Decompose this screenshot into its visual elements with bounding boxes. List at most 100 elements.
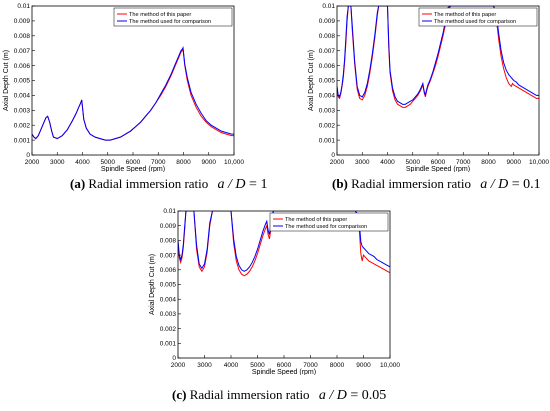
- chart-b-svg: 2000 3000 4000 5000 6000 7000 8000 9000 10,000 0 0…: [308, 3, 549, 173]
- y-tick-label-a-3: 0.003: [14, 108, 31, 115]
- x-tick-label-c-3: 5000: [250, 362, 265, 369]
- caption-c-text: Radial immersion ratio: [189, 387, 310, 402]
- x-axis-label-a: Spindle Speed (rpm): [101, 166, 165, 172]
- y-tick-label-b-8: 0.008: [319, 33, 336, 40]
- y-tick-label-b-7: 0.007: [319, 48, 336, 55]
- legend-label-b-1: The method of this paper: [434, 12, 496, 18]
- y-tick-label-a-10: 0.01: [17, 3, 30, 10]
- caption-a-text: Radial immersion ratio: [88, 176, 209, 191]
- y-tick-label-c-1: 0.001: [160, 341, 177, 348]
- series-line-a-1: [32, 47, 234, 141]
- legend-label-c-2: The method used for comparison: [285, 224, 367, 230]
- plot-frame-b: [336, 5, 540, 156]
- x-tick-label-a-0: 2000: [25, 159, 40, 166]
- caption-b-formula-rhs: = 0.1: [511, 177, 541, 192]
- y-tick-label-a-8: 0.008: [14, 33, 31, 40]
- x-tick-label-b-5: 7000: [456, 159, 471, 166]
- x-tick-label-c-0: 2000: [171, 362, 186, 369]
- legend-box-b: [418, 7, 538, 27]
- caption-b-formula-lhs: a / D: [480, 177, 509, 192]
- y-tick-label-a-7: 0.007: [14, 48, 31, 55]
- legend-box-c: [269, 212, 389, 232]
- legend-label-a-2: The method used for comparison: [129, 19, 211, 25]
- x-tick-label-c-6: 8000: [330, 362, 345, 369]
- y-tick-label-c-2: 0.002: [160, 326, 177, 333]
- plot-frame-c: [177, 210, 391, 359]
- y-tick-label-c-6: 0.006: [160, 267, 177, 274]
- legend-box-a: [113, 7, 233, 27]
- x-tick-label-b-7: 9000: [507, 159, 522, 166]
- y-tick-label-a-6: 0.006: [14, 63, 31, 70]
- y-tick-label-b-1: 0.001: [319, 137, 336, 144]
- y-axis-label-b: Axial Depth Cut (m): [308, 50, 315, 111]
- caption-a-formula-rhs: = 1: [249, 177, 268, 192]
- y-tick-label-a-9: 0.009: [14, 18, 31, 25]
- chart-panel-c: 2000 3000 4000 5000 6000 7000 8000 9000 10,000 0 0…: [140, 205, 410, 376]
- y-axis-label-c: Axial Depth Cut (m): [149, 254, 156, 315]
- legend-label-b-2: The method used for comparison: [434, 19, 516, 25]
- caption-a-formula-lhs: a / D: [217, 177, 246, 192]
- series-line-b-1: [337, 6, 539, 108]
- x-tick-label-c-1: 3000: [197, 362, 212, 369]
- caption-b: (b) Radial immersion ratio a / D = 0.1: [332, 176, 541, 193]
- caption-b-formula: a / D = 0.1: [480, 177, 540, 192]
- y-tick-label-b-9: 0.009: [319, 18, 336, 25]
- y-tick-label-b-2: 0.002: [319, 122, 336, 129]
- x-tick-label-c-2: 4000: [224, 362, 239, 369]
- series-line-b-2: [337, 6, 539, 105]
- y-axis-label-a: Axial Depth Cut (m): [3, 50, 10, 111]
- x-tick-label-a-2: 4000: [75, 159, 90, 166]
- y-tick-label-c-4: 0.004: [160, 296, 177, 303]
- x-tick-label-b-2: 4000: [380, 159, 395, 166]
- chart-a-svg: 2000 3000 4000 5000 6000 7000 8000 9000 10,000 0 0…: [3, 3, 244, 173]
- x-axis-label-b: Spindle Speed (rpm): [406, 166, 470, 172]
- y-tick-label-c-9: 0.009: [160, 223, 177, 230]
- x-tick-label-a-5: 7000: [151, 159, 166, 166]
- caption-a-tag: (a): [70, 176, 86, 191]
- x-tick-label-b-6: 8000: [481, 159, 496, 166]
- caption-c-formula: a / D = 0.05: [319, 388, 386, 403]
- y-tick-label-a-4: 0.004: [14, 93, 31, 100]
- x-tick-label-b-8: 10,000: [529, 159, 549, 166]
- chart-panel-b: 2000 3000 4000 5000 6000 7000 8000 9000 10,000 0 0…: [295, 0, 550, 173]
- caption-c-formula-rhs: = 0.05: [350, 388, 387, 403]
- legend-label-a-1: The method of this paper: [129, 12, 191, 18]
- x-tick-label-b-1: 3000: [355, 159, 370, 166]
- x-tick-label-b-3: 5000: [406, 159, 421, 166]
- x-axis-label-c: Spindle Speed (rpm): [252, 369, 316, 375]
- x-tick-label-b-4: 6000: [431, 159, 446, 166]
- series-line-a-2: [32, 46, 234, 141]
- y-tick-label-c-5: 0.005: [160, 282, 177, 289]
- x-tick-label-c-4: 6000: [277, 362, 292, 369]
- legend-label-c-1: The method of this paper: [285, 217, 347, 223]
- y-tick-label-c-8: 0.008: [160, 238, 177, 245]
- y-tick-label-a-5: 0.005: [14, 78, 31, 85]
- series-line-c-2: [178, 211, 390, 272]
- plot-frame-a: [31, 5, 235, 156]
- caption-b-text: Radial immersion ratio: [351, 176, 472, 191]
- y-tick-label-c-3: 0.003: [160, 311, 177, 318]
- chart-c-svg: 2000 3000 4000 5000 6000 7000 8000 9000 10,000 0 0…: [149, 208, 400, 376]
- x-tick-label-c-5: 7000: [303, 362, 318, 369]
- y-tick-label-b-6: 0.006: [319, 63, 336, 70]
- x-tick-label-c-8: 10,000: [380, 362, 400, 369]
- y-tick-label-a-0: 0: [26, 152, 30, 159]
- y-tick-label-c-10: 0.01: [163, 208, 176, 215]
- y-tick-label-b-3: 0.003: [319, 108, 336, 115]
- caption-a: (a) Radial immersion ratio a / D = 1: [70, 176, 267, 193]
- y-tick-label-b-10: 0.01: [322, 3, 335, 10]
- x-tick-label-c-7: 9000: [356, 362, 371, 369]
- caption-a-formula: a / D = 1: [218, 177, 268, 192]
- y-tick-label-a-1: 0.001: [14, 137, 31, 144]
- x-tick-label-b-0: 2000: [330, 159, 345, 166]
- chart-panel-a: 2000 3000 4000 5000 6000 7000 8000 9000 10,000 0 0…: [0, 0, 245, 173]
- y-tick-label-b-0: 0: [331, 152, 335, 159]
- caption-b-tag: (b): [332, 176, 348, 191]
- x-tick-label-a-4: 6000: [126, 159, 141, 166]
- y-tick-label-a-2: 0.002: [14, 122, 31, 129]
- x-tick-label-a-3: 5000: [101, 159, 116, 166]
- x-tick-label-a-6: 8000: [176, 159, 191, 166]
- x-tick-label-a-1: 3000: [50, 159, 65, 166]
- y-tick-label-b-4: 0.004: [319, 93, 336, 100]
- y-tick-label-b-5: 0.005: [319, 78, 336, 85]
